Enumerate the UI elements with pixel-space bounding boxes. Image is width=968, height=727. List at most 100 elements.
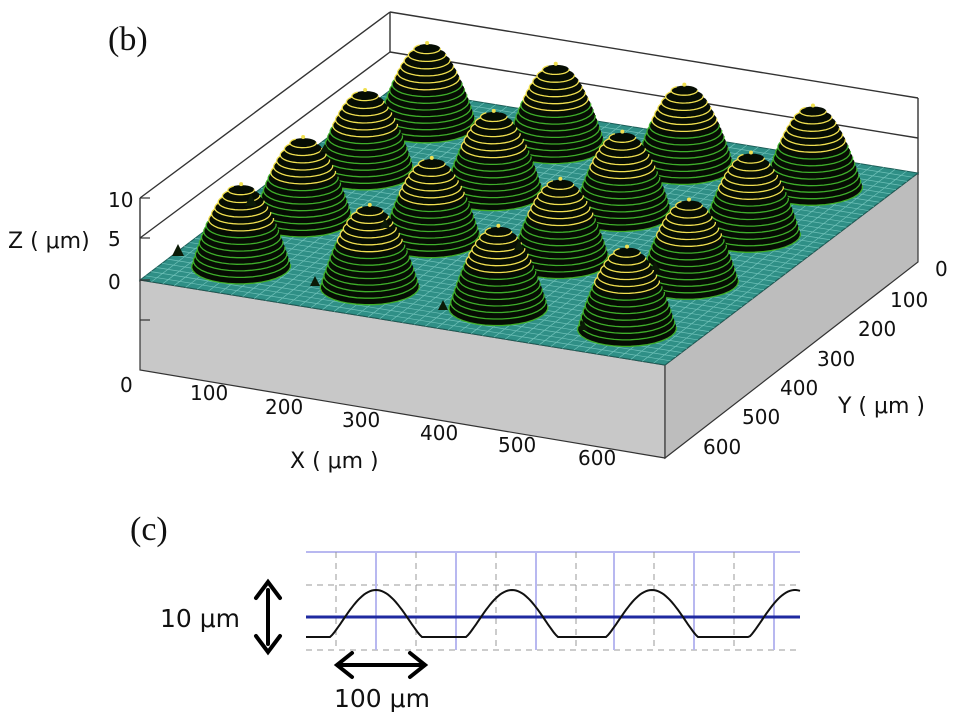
y-tick-label: 600 xyxy=(703,435,741,459)
bump-contour xyxy=(737,153,765,164)
bump-contour xyxy=(723,167,779,187)
vertical-scale-label: 10 μm xyxy=(160,604,240,633)
bump-peak xyxy=(625,244,630,249)
panel-label-c: (c) xyxy=(130,511,168,548)
bump-contour xyxy=(272,157,334,178)
horizontal-arrow-head-left xyxy=(333,651,354,679)
x-tick-label: 0 xyxy=(120,373,133,397)
bump-contour xyxy=(658,219,720,241)
bump-contour xyxy=(474,116,514,130)
bump-contour xyxy=(283,142,323,157)
bump-contour xyxy=(227,185,255,196)
bump-contour xyxy=(774,140,851,167)
bump-contour xyxy=(799,106,827,117)
bump-contour xyxy=(532,74,580,91)
bump-peak xyxy=(239,182,244,187)
bump-contour xyxy=(408,168,456,185)
bump-layer xyxy=(542,64,569,75)
bump-contour xyxy=(208,209,275,232)
bump-contour xyxy=(536,188,584,206)
bump-contour xyxy=(536,69,576,83)
bump xyxy=(762,103,864,206)
bump-contour xyxy=(391,198,473,226)
bump-contour xyxy=(289,138,317,149)
bump-contour xyxy=(214,199,269,218)
bump-contour xyxy=(651,109,718,133)
bump xyxy=(448,223,549,327)
bump xyxy=(700,150,802,253)
x-tick-label: 100 xyxy=(190,381,228,405)
x-tick-label: 300 xyxy=(342,408,380,432)
debris-spike xyxy=(514,240,524,250)
bump-contour xyxy=(603,137,642,151)
bump-contour xyxy=(198,229,284,259)
bump-contour xyxy=(644,125,725,153)
bump xyxy=(443,108,544,212)
bump-contour xyxy=(608,133,637,143)
x-tick-label: 500 xyxy=(498,433,536,457)
bump-contour xyxy=(458,140,530,166)
bump xyxy=(381,155,482,259)
bump-contour xyxy=(270,162,337,185)
bump-contour xyxy=(265,172,342,199)
debris-spike xyxy=(380,218,390,228)
bump-contour xyxy=(217,194,265,211)
bump-contour xyxy=(458,266,539,294)
bump-contour xyxy=(584,292,670,321)
debris-spike xyxy=(245,194,257,206)
bump-contour xyxy=(789,115,837,132)
bump-contour xyxy=(404,172,459,192)
bump-layer xyxy=(609,132,636,143)
bump-contour xyxy=(412,163,452,177)
bump-contour xyxy=(276,152,331,171)
bump-contour xyxy=(338,105,393,124)
bump-contour xyxy=(484,227,513,238)
panel-label-b: (b) xyxy=(108,21,148,58)
bump-contour xyxy=(455,146,532,172)
x-tick-label: 200 xyxy=(265,395,303,419)
y-tick-label: 500 xyxy=(742,405,780,429)
bump-contour xyxy=(389,78,466,104)
bump-peak xyxy=(429,155,434,160)
y-axis: 0 100 200 300 400 500 600 Y ( μm ) xyxy=(703,257,948,459)
bump-contour xyxy=(515,104,596,132)
bump-contour xyxy=(613,247,641,258)
bump-contour xyxy=(468,245,529,267)
bump-layer xyxy=(227,185,255,195)
bump-contour xyxy=(332,115,399,138)
bump-contour xyxy=(665,209,713,226)
bump-contour xyxy=(793,111,833,125)
bump-peak xyxy=(367,202,372,207)
profile-grid xyxy=(306,551,800,651)
bump xyxy=(576,244,678,348)
bump-contour xyxy=(785,120,841,140)
bump-contour xyxy=(669,205,709,219)
bump-peak xyxy=(687,197,691,202)
bump-contour xyxy=(513,109,599,139)
bump-contour xyxy=(546,180,575,190)
bump-contour xyxy=(329,245,411,273)
bump-contour xyxy=(403,53,451,70)
debris-spike xyxy=(172,244,184,256)
bump-contour xyxy=(528,78,583,98)
bump-contour xyxy=(717,177,784,200)
bump-contour xyxy=(466,125,521,145)
bump-contour xyxy=(453,276,543,307)
debris-spike xyxy=(650,262,660,270)
bump-contour xyxy=(530,198,591,220)
bump-peak xyxy=(363,88,368,93)
bump-contour xyxy=(772,145,854,174)
x-tick-label: 600 xyxy=(578,446,616,470)
bump-contour xyxy=(641,130,727,159)
bump-layer xyxy=(413,44,441,54)
bump-contour xyxy=(351,91,379,102)
y-tick-label: 0 xyxy=(935,257,948,281)
bump xyxy=(253,135,354,238)
bump-layer xyxy=(485,226,512,237)
bump-peak xyxy=(491,108,496,113)
bump-contour xyxy=(331,240,408,266)
debris-spike xyxy=(320,144,330,152)
bump-contour xyxy=(279,147,327,164)
bump-contour xyxy=(708,198,794,227)
